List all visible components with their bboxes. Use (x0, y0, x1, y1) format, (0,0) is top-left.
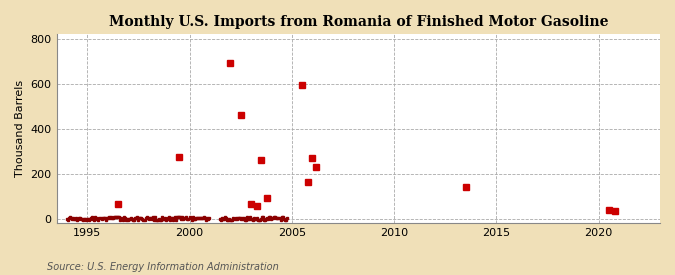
Text: Source: U.S. Energy Information Administration: Source: U.S. Energy Information Administ… (47, 262, 279, 272)
Y-axis label: Thousand Barrels: Thousand Barrels (15, 80, 25, 177)
Title: Monthly U.S. Imports from Romania of Finished Motor Gasoline: Monthly U.S. Imports from Romania of Fin… (109, 15, 608, 29)
